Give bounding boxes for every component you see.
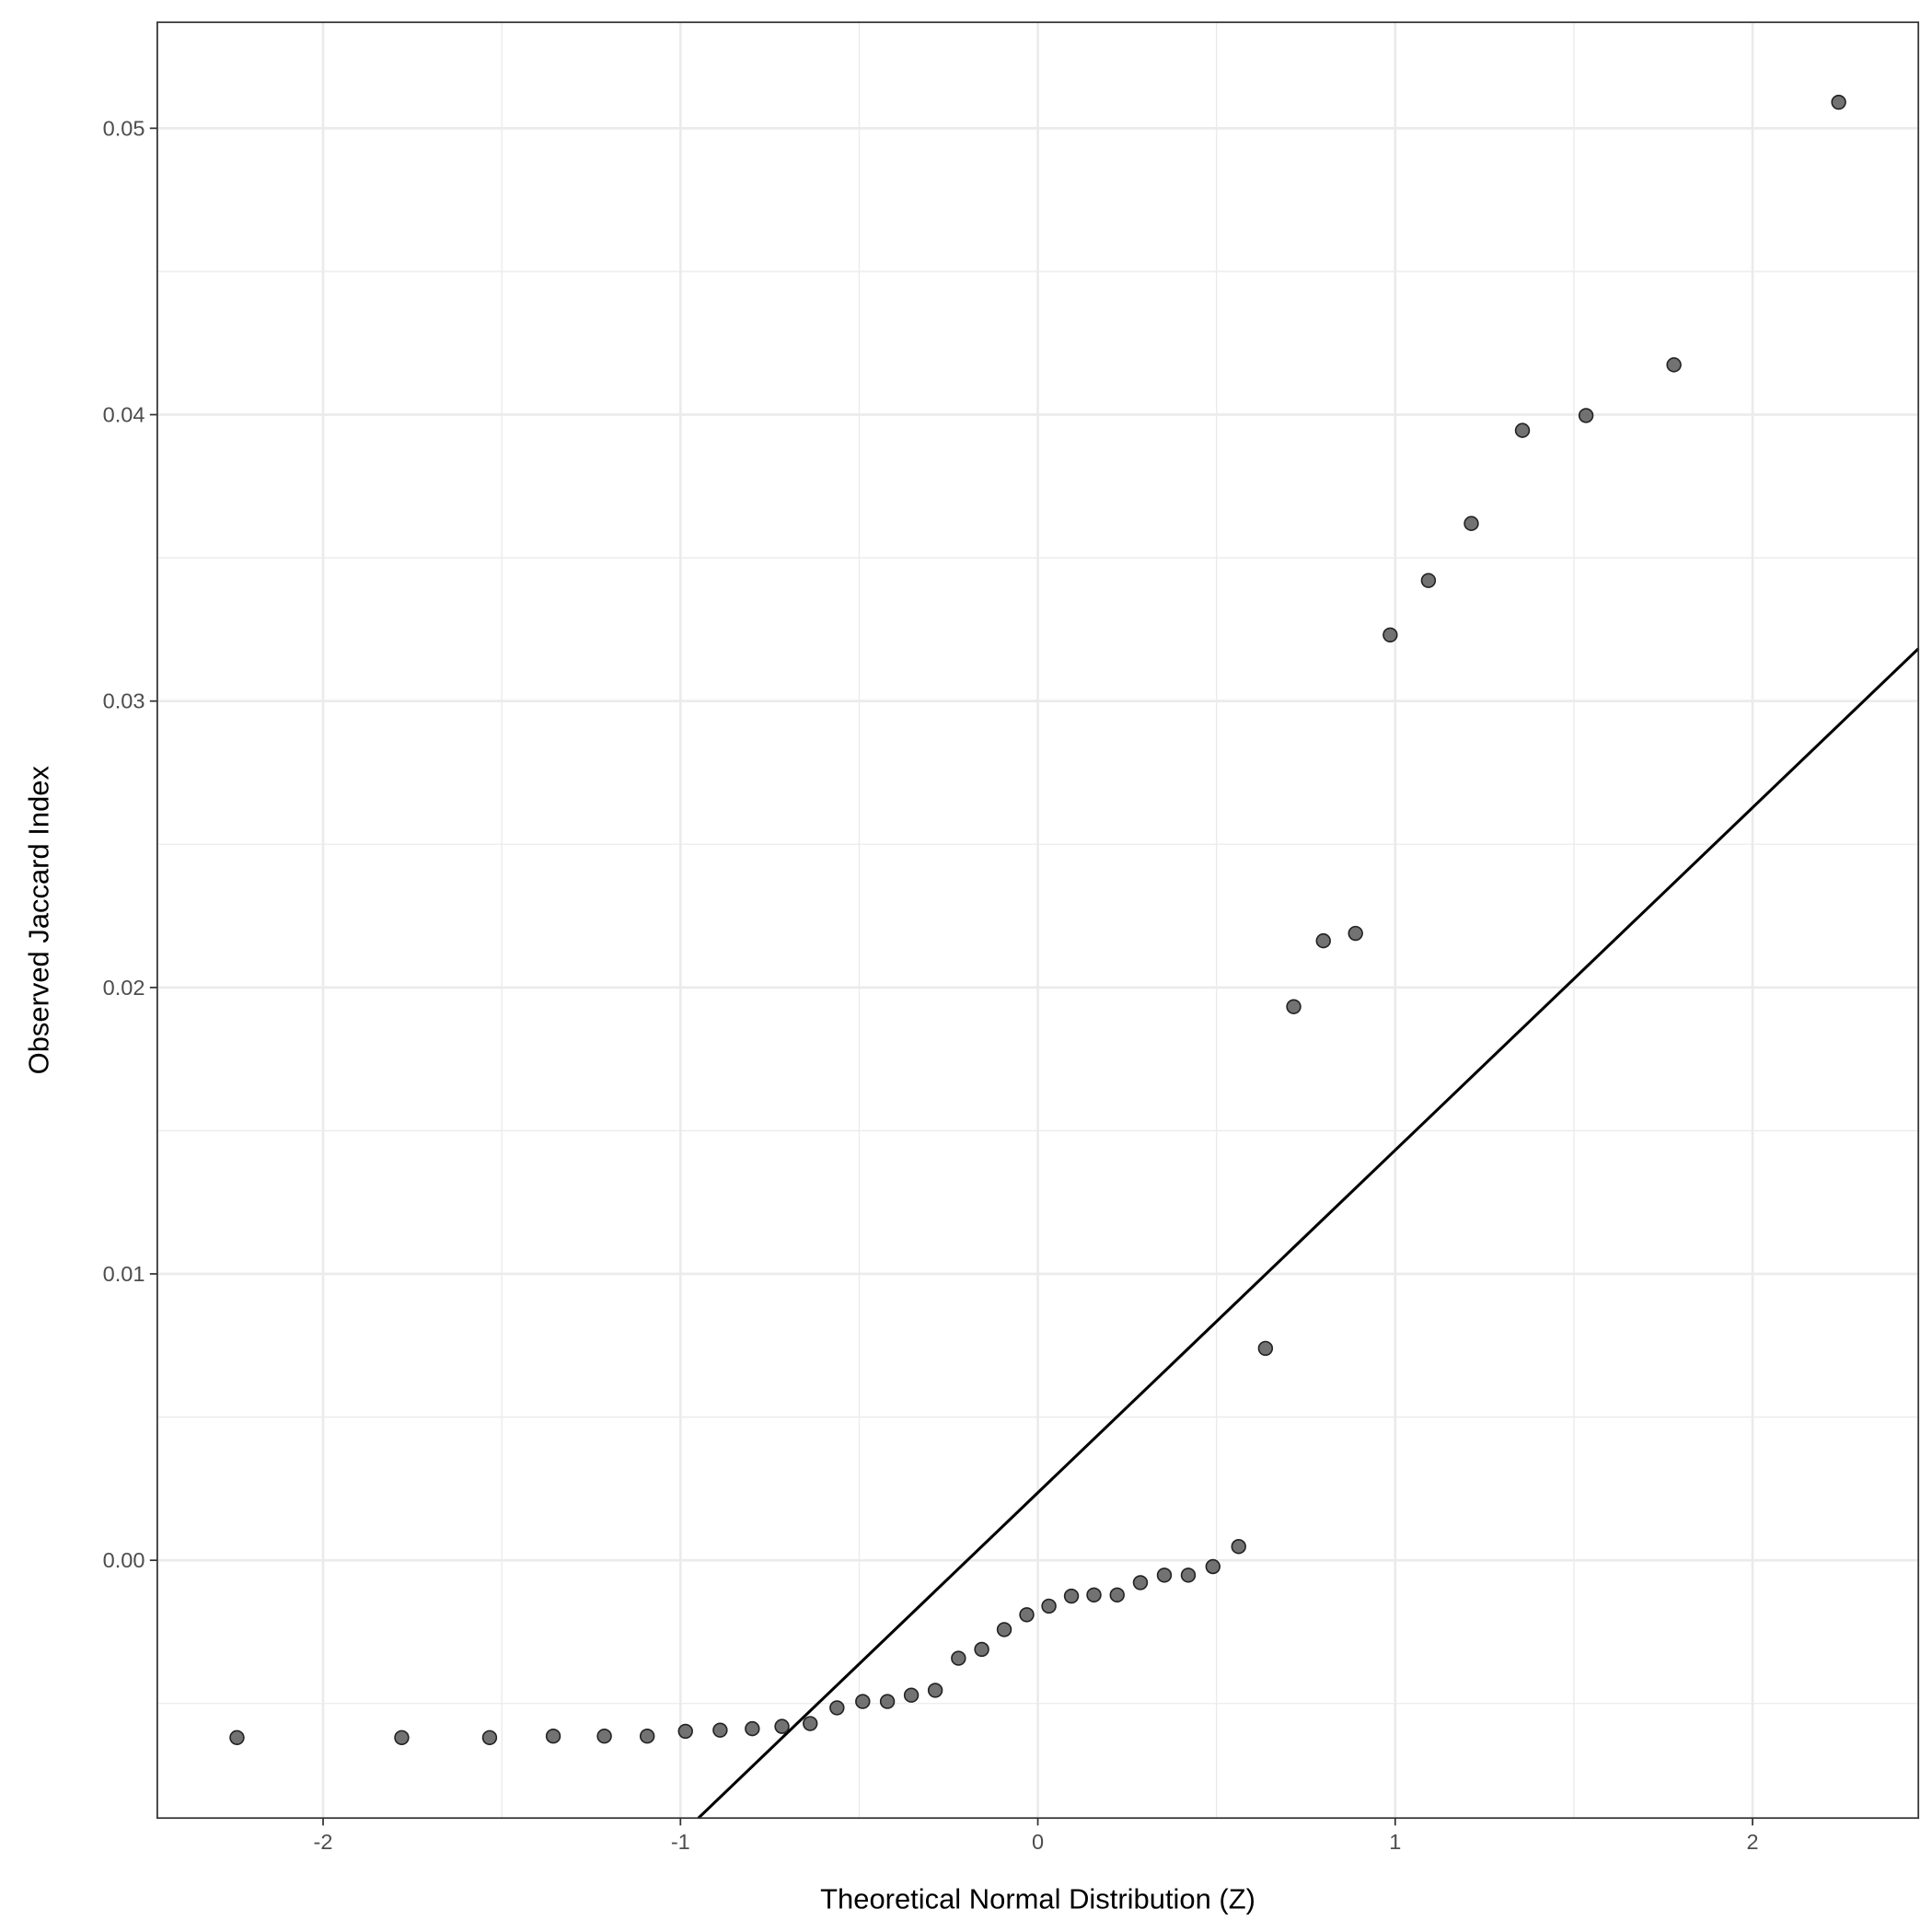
y-tick-label: 0.05 <box>103 116 145 140</box>
data-point <box>1132 1575 1149 1591</box>
y-tick-label: 0.04 <box>103 403 145 427</box>
data-point <box>712 1722 728 1738</box>
y-tick-label: 0.03 <box>103 689 145 713</box>
data-point <box>745 1720 760 1737</box>
data-point <box>1019 1607 1035 1623</box>
y-tick-label: 0.00 <box>103 1548 145 1572</box>
x-axis-title: Theoretical Normal Distribution (Z) <box>820 1882 1255 1915</box>
data-point <box>1578 408 1594 423</box>
data-point <box>829 1700 845 1716</box>
x-tick-label: -1 <box>671 1830 690 1854</box>
data-point <box>639 1729 655 1744</box>
x-axis: -2 -1 0 1 2 <box>314 1818 1759 1854</box>
data-point <box>1180 1568 1197 1583</box>
points-group <box>229 94 1846 1745</box>
data-point <box>1514 422 1531 438</box>
x-tick-label: 0 <box>1032 1830 1044 1854</box>
data-point <box>481 1730 498 1745</box>
data-point <box>677 1723 693 1740</box>
data-point <box>545 1729 561 1744</box>
data-point <box>855 1694 871 1709</box>
data-point <box>596 1729 612 1744</box>
data-point <box>1286 999 1301 1014</box>
data-point <box>1382 627 1398 643</box>
data-point <box>927 1683 943 1698</box>
x-tick-label: -2 <box>314 1830 333 1854</box>
y-axis-title: Observed Jaccard Index <box>22 766 54 1075</box>
reference-line <box>697 647 1920 1820</box>
data-point <box>1109 1587 1125 1603</box>
y-axis: 0.00 0.01 0.02 0.03 0.04 0.05 <box>103 116 157 1572</box>
y-tick-label: 0.01 <box>103 1262 145 1286</box>
data-point <box>1231 1539 1246 1555</box>
data-point <box>996 1622 1012 1637</box>
reference-line-group <box>697 647 1920 1820</box>
data-point <box>803 1716 818 1731</box>
data-point <box>1420 573 1437 588</box>
data-point <box>774 1718 790 1734</box>
data-point <box>974 1641 989 1658</box>
grid <box>156 22 1919 1819</box>
data-point <box>879 1694 896 1709</box>
data-point <box>1831 94 1846 110</box>
x-tick-label: 1 <box>1389 1830 1401 1854</box>
x-tick-label: 2 <box>1747 1830 1759 1854</box>
y-tick-label: 0.02 <box>103 976 145 1000</box>
data-point <box>1348 925 1363 942</box>
data-point <box>1205 1558 1221 1575</box>
data-point <box>1086 1587 1102 1603</box>
data-point <box>1063 1588 1080 1604</box>
data-point <box>394 1730 410 1745</box>
data-point <box>1463 515 1479 531</box>
data-point <box>1315 932 1331 949</box>
data-point <box>1257 1340 1274 1357</box>
data-point <box>951 1650 966 1666</box>
data-point <box>1041 1598 1057 1614</box>
data-point <box>1156 1568 1173 1583</box>
data-point <box>1666 357 1682 373</box>
data-point <box>229 1730 245 1745</box>
data-point <box>903 1687 920 1703</box>
